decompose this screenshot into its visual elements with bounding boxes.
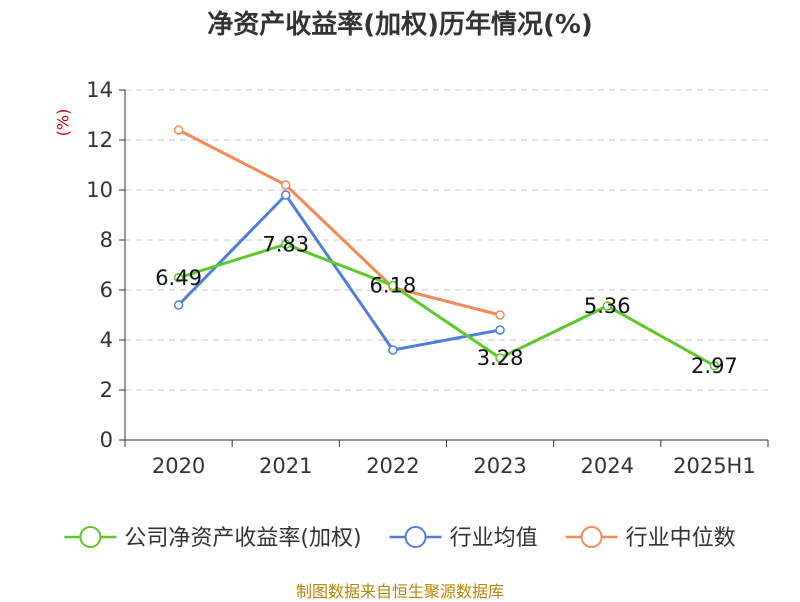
x-tick-label: 2022 [366,454,419,478]
data-point [709,361,720,371]
data-point [173,125,184,135]
data-label: 7.83 [262,232,309,256]
data-label: 3.28 [477,346,524,370]
data-point [388,345,398,355]
data-label: 5.36 [584,294,631,318]
data-labels: 6.49 7.83 6.18 3.28 5.36 2.97 [155,232,738,378]
series-line [177,193,501,352]
legend-swatch-marker [404,526,427,548]
y-tick-label: 12 [86,128,113,152]
legend: 公司净资产收益率(加权) 行业均值 行业中位数 [64,526,736,551]
data-point [495,353,505,363]
x-tick-label: 2021 [259,454,312,478]
data-label: 2.97 [691,354,738,378]
y-tick-label: 2 [100,378,113,402]
series-lines [173,125,720,371]
data-point [173,300,184,310]
legend-label: 行业均值 [450,526,538,551]
y-tick-label: 6 [100,278,113,302]
data-label: 6.18 [370,274,417,298]
y-tick-label: 4 [100,328,113,352]
data-point [388,280,398,291]
data-point [281,239,291,249]
source-note: 制图数据来自恒生聚源数据库 [295,582,504,601]
data-label: 6.49 [155,266,202,290]
x-tick-label: 2023 [473,454,526,478]
x-tick-label: 2020 [152,454,205,478]
series-line [178,242,716,368]
data-point [602,301,612,311]
y-tick-label: 10 [86,178,113,202]
axes: 0 2 4 6 8 10 12 14 2020 2021 2022 2023 2024 2025H1 [86,78,769,478]
data-point [495,310,505,320]
chart-title: 净资产收益率(加权)历年情况(%) [207,10,593,40]
series-line [177,128,501,317]
legend-label: 公司净资产收益率(加权) [124,526,361,551]
x-tick-label: 2024 [581,454,634,478]
legend-swatch-marker [580,526,603,548]
y-tick-label: 8 [100,228,113,252]
gridlines [125,89,768,391]
data-point [281,180,291,190]
data-point [281,190,291,200]
data-point [495,325,505,335]
legend-label: 行业中位数 [626,526,736,551]
data-point [173,273,184,283]
y-tick-label: 0 [100,428,113,452]
y-tick-label: 14 [86,78,113,102]
x-tick-label: 2025H1 [673,454,756,478]
legend-swatch-marker [79,526,102,548]
